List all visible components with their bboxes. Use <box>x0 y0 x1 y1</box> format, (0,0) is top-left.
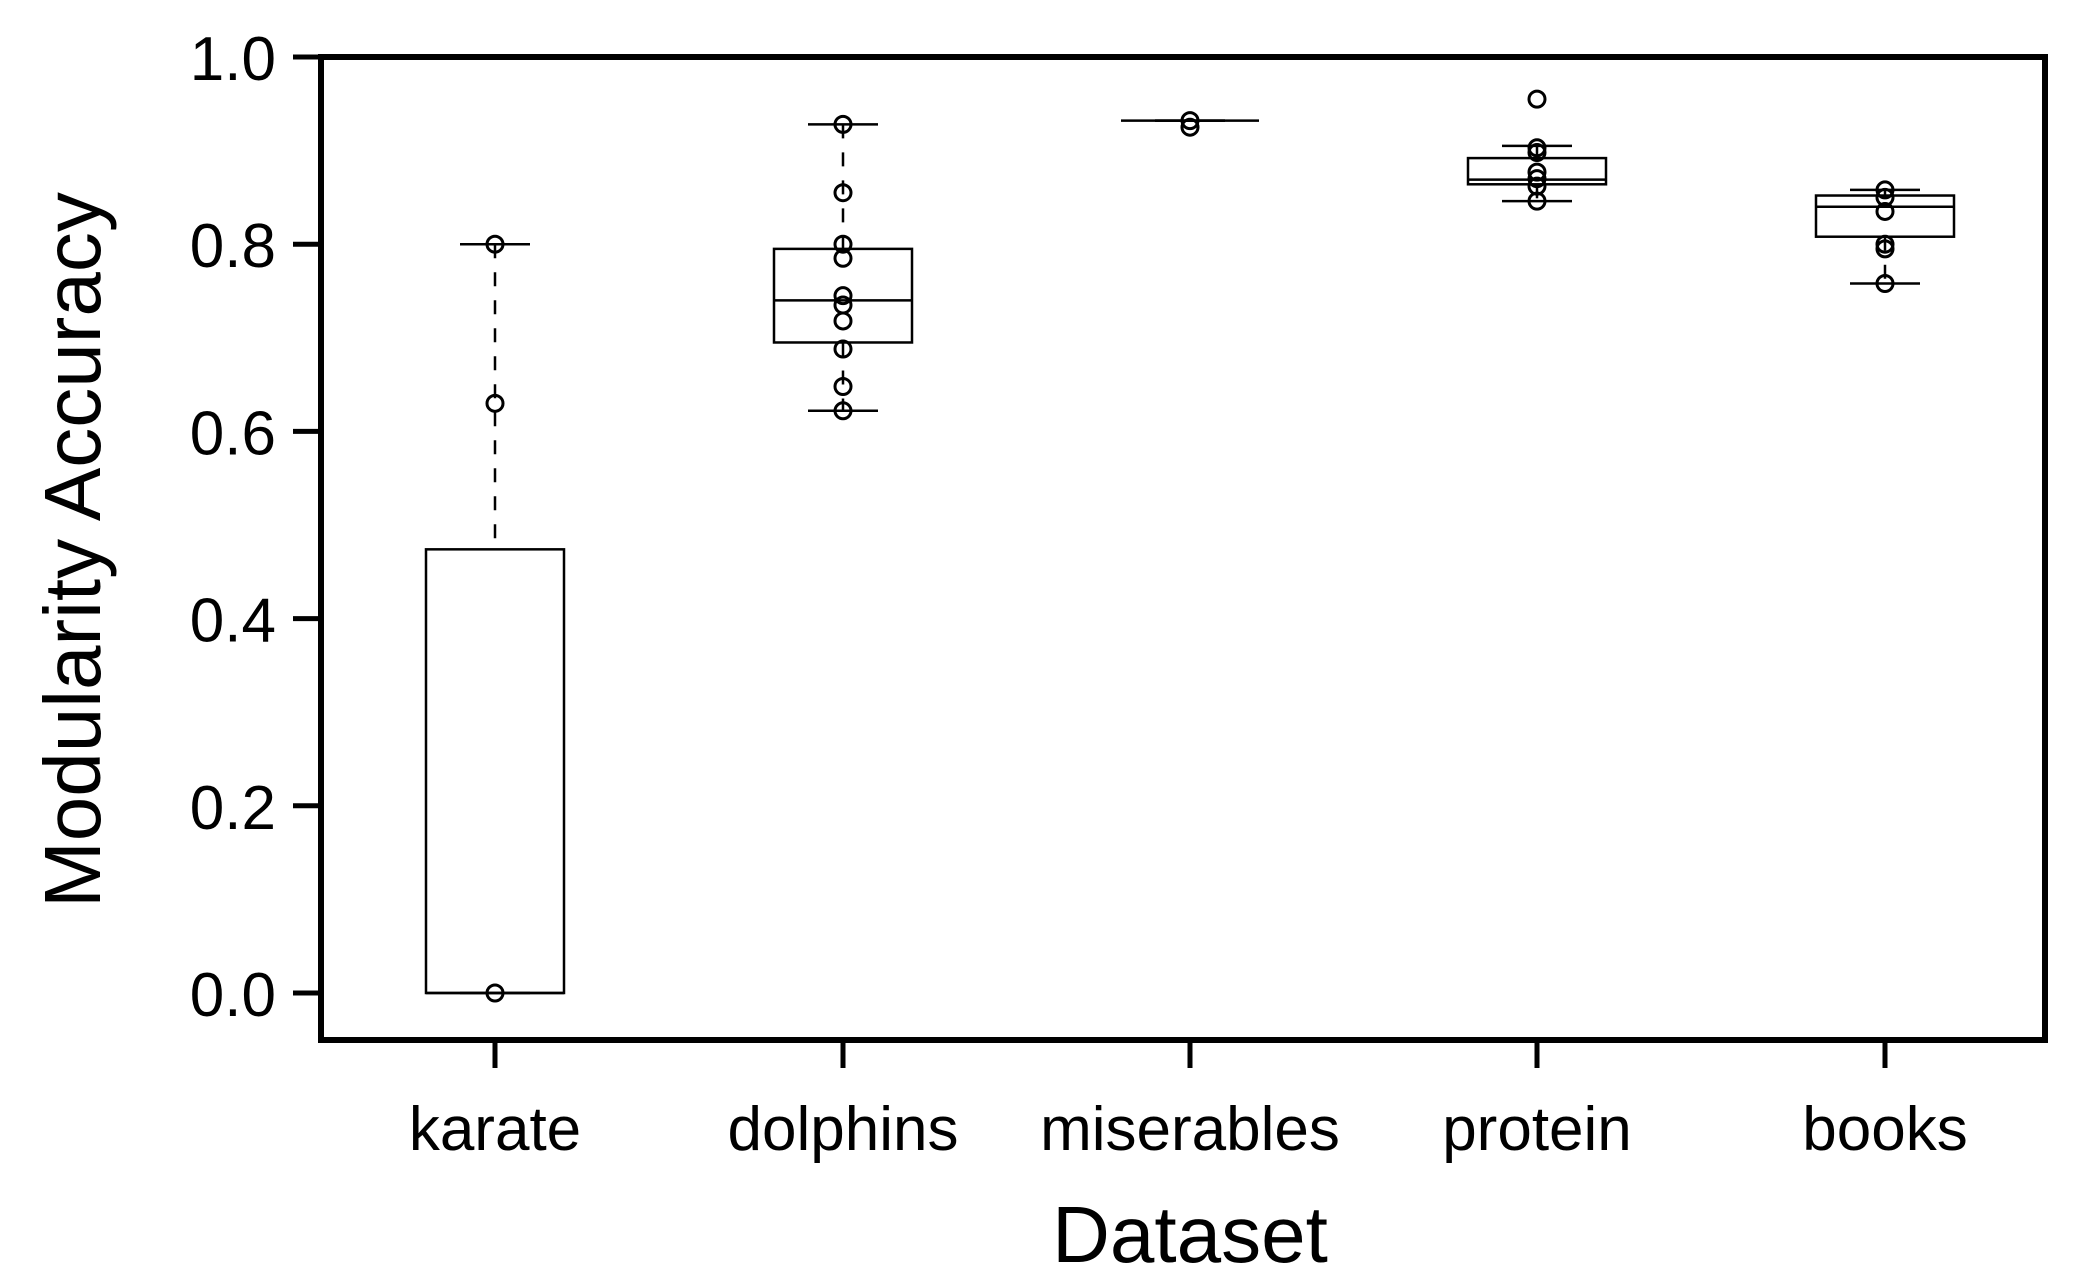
box-body <box>1814 194 1956 238</box>
y-tick-label: 0.2 <box>190 774 276 843</box>
x-tick-label: dolphins <box>728 1095 959 1164</box>
data-point <box>833 183 853 203</box>
plot-area <box>424 89 1956 1003</box>
data-point <box>1180 111 1200 131</box>
axes: 0.0 0.2 0.4 0.6 0.8 1.0 karate dolphins miserabl… <box>190 25 1968 1164</box>
data-point <box>833 286 853 306</box>
box-protein <box>1466 89 1608 211</box>
x-axis-label: Dataset <box>1052 1190 1328 1279</box>
box-body <box>424 548 566 995</box>
y-tick-label: 0.0 <box>190 961 276 1030</box>
x-tick-label: miserables <box>1040 1095 1340 1164</box>
data-point <box>1527 142 1547 162</box>
data-point <box>485 983 505 1003</box>
data-point <box>1527 169 1547 189</box>
plot-frame <box>318 54 2048 1043</box>
data-point <box>833 114 853 134</box>
data-point <box>1875 201 1895 221</box>
y-tick-label: 0.4 <box>190 587 276 656</box>
box-miserables <box>1121 111 1259 137</box>
box-body <box>1466 156 1608 186</box>
data-point <box>833 376 853 396</box>
data-point <box>833 401 853 421</box>
y-axis-label: Modularity Accuracy <box>28 192 117 908</box>
data-point <box>833 311 853 331</box>
data-point <box>833 234 853 254</box>
x-tick-label: karate <box>409 1095 581 1164</box>
x-tick-label: books <box>1802 1095 1967 1164</box>
box-books <box>1814 180 1956 294</box>
data-point <box>1180 117 1200 137</box>
y-tick-label: 1.0 <box>190 25 276 94</box>
data-point <box>833 339 853 359</box>
x-tick-label: protein <box>1442 1095 1632 1164</box>
data-point <box>1527 162 1547 182</box>
data-point <box>1875 180 1895 200</box>
data-point <box>833 248 853 268</box>
data-point <box>485 234 505 254</box>
box-karate <box>424 234 566 1003</box>
data-point <box>1527 191 1547 211</box>
data-point <box>1527 89 1547 109</box>
data-point <box>1875 274 1895 294</box>
y-tick-label: 0.8 <box>190 212 276 281</box>
box-dolphins <box>772 114 914 421</box>
data-point <box>1875 239 1895 259</box>
data-point <box>1875 187 1895 207</box>
data-point <box>485 393 505 413</box>
y-tick-label: 0.6 <box>190 399 276 468</box>
